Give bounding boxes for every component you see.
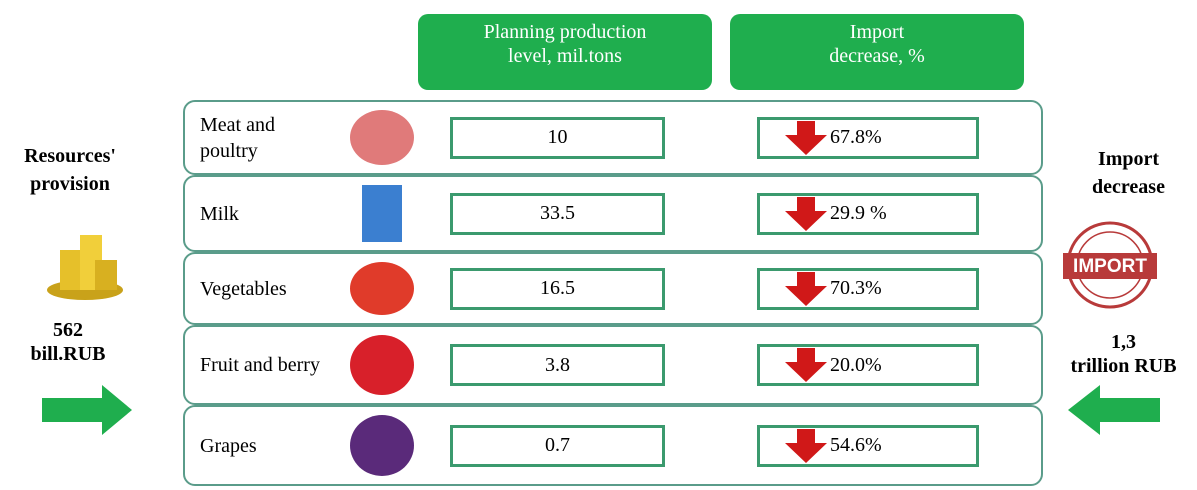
food-icon <box>342 106 422 169</box>
food-icon <box>342 331 422 399</box>
row-name-text: Fruit and berry <box>200 352 320 378</box>
row-name-text: Vegetables <box>200 276 287 302</box>
production-box: 16.5 <box>450 268 665 310</box>
stamp-text: IMPORT <box>1073 256 1147 277</box>
down-arrow <box>785 429 827 463</box>
production-box: 33.5 <box>450 193 665 235</box>
import-stamp: IMPORT <box>1063 223 1157 307</box>
coins-icon <box>47 235 123 300</box>
down-arrow <box>785 121 827 155</box>
production-box: 3.8 <box>450 344 665 386</box>
production-box: 10 <box>450 117 665 159</box>
row-name: Meat and poultry <box>200 100 320 175</box>
down-arrow <box>785 197 827 231</box>
arrow-right <box>42 385 132 435</box>
row-name-text: Grapes <box>200 433 257 459</box>
row-name-text: Meat and poultry <box>200 112 320 164</box>
production-box: 0.7 <box>450 425 665 467</box>
row-name-text: Milk <box>200 201 239 227</box>
page: Planning production level, mil.tons Impo… <box>0 0 1197 490</box>
food-icon <box>342 181 422 246</box>
down-arrow <box>785 272 827 306</box>
food-icon <box>342 411 422 480</box>
down-arrow <box>785 348 827 382</box>
food-icon <box>342 258 422 319</box>
arrow-left <box>1068 385 1160 435</box>
